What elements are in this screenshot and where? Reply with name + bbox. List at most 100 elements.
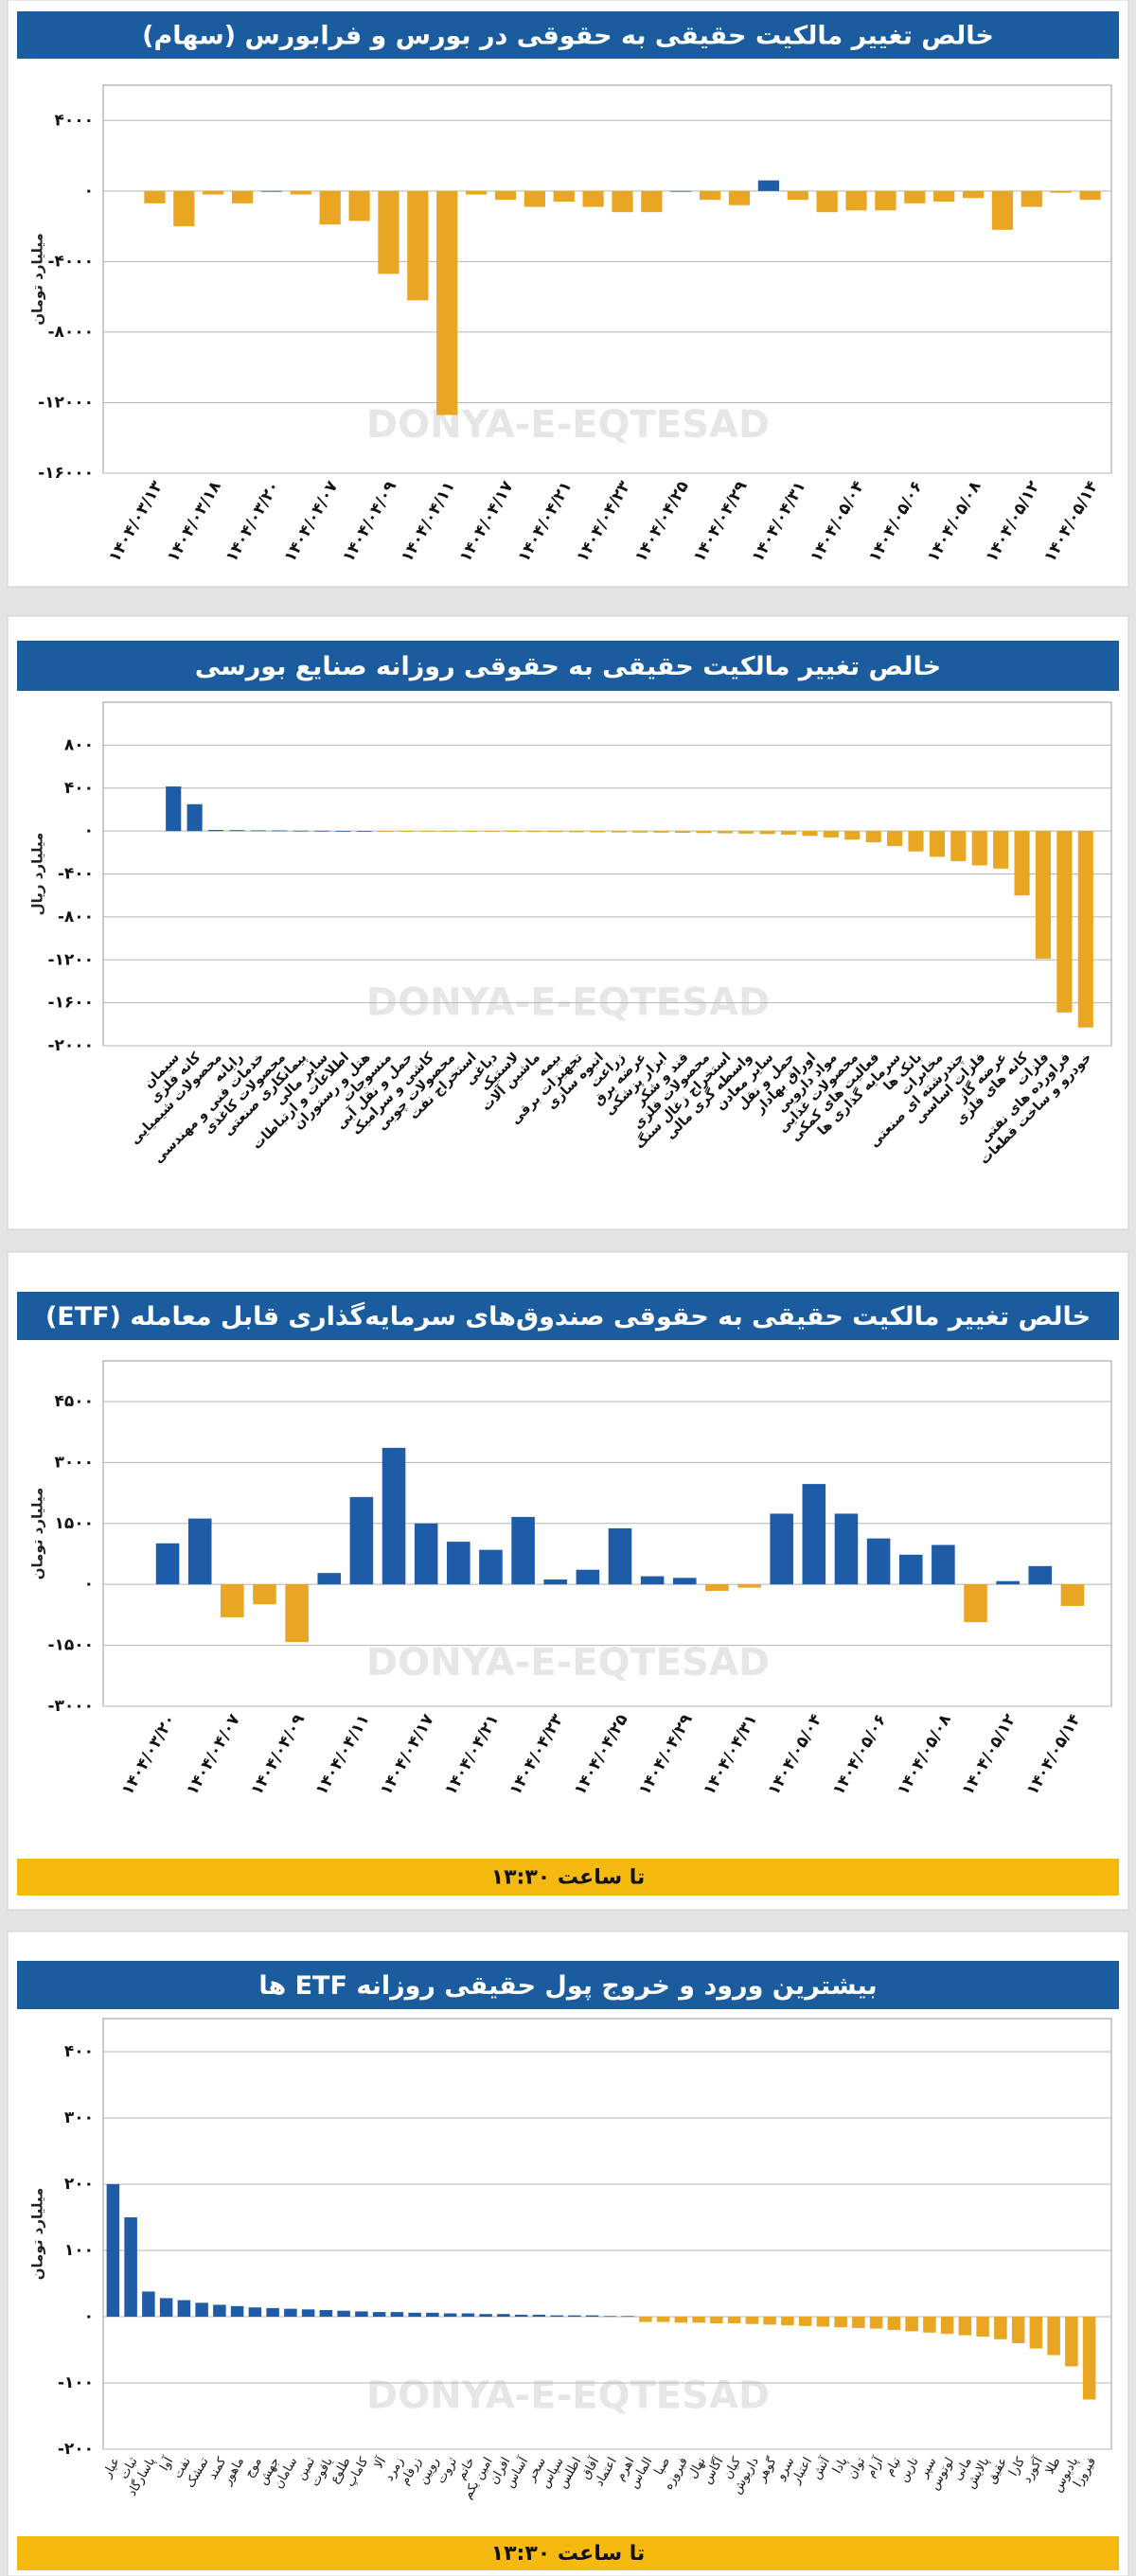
bar (301, 2309, 315, 2317)
bar (1029, 2317, 1043, 2349)
bar (290, 190, 311, 195)
bar (407, 190, 429, 301)
bar (1065, 2317, 1078, 2367)
chart-title: بیشترین ورود و خروج پول حقیقی روزانه ETF… (258, 1971, 877, 2001)
bar (727, 2317, 741, 2323)
bar (547, 831, 563, 833)
title-bar (17, 11, 1119, 59)
y-axis-label: میلیارد تومان (29, 1488, 46, 1580)
bar (996, 1580, 1020, 1585)
bar (543, 1579, 568, 1585)
bar (844, 831, 861, 840)
panel (7, 0, 1129, 588)
y-tick-label: -۱۶۰۰ (47, 994, 94, 1013)
y-tick-label: ۴۰۰ (64, 2042, 94, 2061)
y-axis-label: میلیارد تومان (29, 2188, 46, 2281)
bar (674, 831, 691, 834)
bar (106, 2184, 120, 2317)
bar (248, 2307, 262, 2317)
bar (356, 831, 372, 832)
bar (994, 2317, 1007, 2339)
bar (940, 2317, 954, 2335)
bar (738, 831, 754, 834)
y-tick-label: -۸۰۰۰ (47, 323, 94, 342)
bar (632, 831, 648, 833)
bar (887, 2317, 901, 2330)
bar (266, 2307, 279, 2317)
bar (670, 190, 692, 192)
bar (845, 190, 867, 211)
bar (852, 2317, 865, 2328)
bar (1060, 1584, 1085, 1606)
bar (526, 831, 542, 833)
bar (908, 831, 924, 852)
bar (692, 2317, 705, 2323)
bar (203, 190, 224, 195)
bar (355, 2311, 368, 2317)
bar (461, 2313, 475, 2317)
bar (787, 190, 808, 201)
bar (653, 831, 669, 833)
y-tick-label: -۱۲۰۰ (47, 950, 94, 969)
bar (700, 190, 721, 201)
y-tick-label: ۰ (84, 1575, 94, 1594)
bar (272, 830, 288, 832)
bar (816, 2317, 830, 2327)
title-bar (17, 1292, 1119, 1340)
y-tick-label: -۱۶۰۰۰ (38, 464, 94, 483)
y-tick-label: ۱۰۰ (64, 2241, 94, 2260)
bar (770, 1513, 793, 1585)
bar (1011, 2317, 1025, 2343)
footnote-bar (17, 1859, 1119, 1896)
bar (958, 2317, 972, 2336)
bar (382, 1447, 406, 1585)
bar (124, 2217, 137, 2317)
bar (898, 1554, 923, 1585)
bar (621, 2316, 634, 2318)
panel (7, 615, 1129, 1230)
bar (250, 830, 266, 832)
y-tick-label: ۴۰۰ (64, 779, 94, 798)
bar (253, 1584, 276, 1605)
title-bar (17, 641, 1119, 691)
y-tick-label: ۰ (84, 182, 94, 201)
bar (479, 2314, 492, 2317)
y-axis-label: میلیارد ریال (29, 833, 46, 916)
bar (640, 1576, 665, 1585)
bar (798, 2317, 812, 2326)
bar (962, 190, 985, 199)
bar (929, 831, 945, 857)
footnote-bar (17, 2536, 1119, 2570)
bar (603, 2316, 617, 2318)
bar (993, 831, 1009, 869)
bar (590, 831, 606, 833)
bar (426, 2312, 439, 2317)
bar (932, 1544, 955, 1585)
bar (923, 2317, 936, 2333)
y-tick-label: ۴۰۰۰ (54, 111, 94, 130)
bar (728, 190, 751, 205)
bar (319, 190, 341, 225)
bar (399, 831, 415, 832)
bar (337, 2310, 350, 2317)
bar (757, 180, 780, 191)
bar (745, 2317, 759, 2324)
bar (933, 190, 955, 202)
bar (887, 831, 903, 847)
bar (1050, 190, 1072, 193)
bar (532, 2314, 546, 2317)
bar (1014, 831, 1030, 896)
y-tick-label: -۸۰۰ (58, 908, 94, 926)
bar (568, 2315, 581, 2317)
bar (317, 1573, 342, 1585)
bar (187, 1518, 212, 1585)
panel (7, 1931, 1129, 2576)
bar (497, 2314, 510, 2317)
bar (865, 831, 881, 843)
y-tick-label: ۳۰۰ (64, 2108, 94, 2127)
bar (705, 1584, 729, 1592)
bar (166, 786, 182, 832)
bar (390, 2312, 404, 2317)
